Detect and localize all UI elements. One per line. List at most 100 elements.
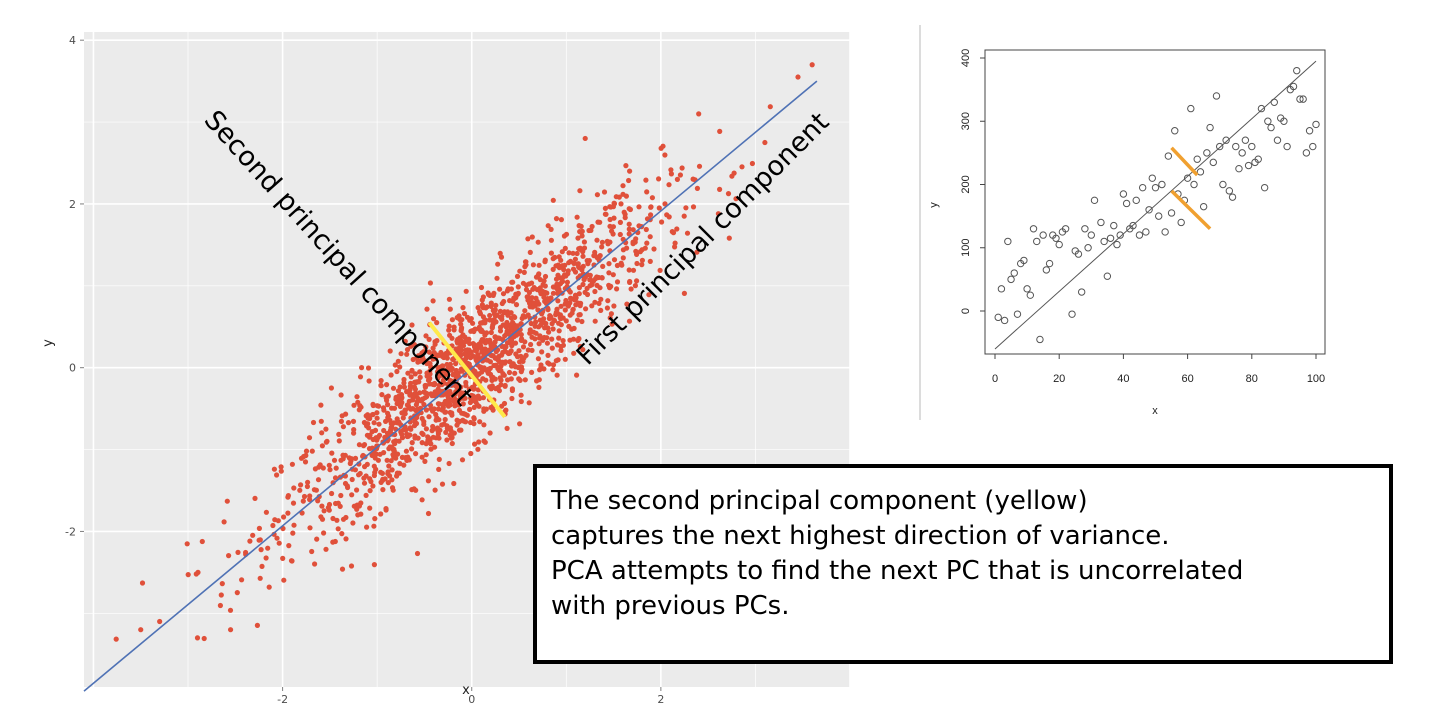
data-point (564, 279, 571, 285)
regression-line (994, 60, 1317, 350)
data-point (394, 416, 400, 422)
data-point (475, 305, 481, 311)
data-point (570, 250, 576, 256)
data-point (529, 234, 535, 240)
data-point (496, 388, 502, 394)
data-point (529, 347, 535, 353)
data-point (399, 435, 406, 441)
data-point (250, 532, 256, 538)
data-point (644, 189, 650, 195)
data-point (681, 213, 687, 219)
data-point (536, 341, 542, 347)
data-point (310, 419, 317, 426)
data-point (194, 635, 201, 641)
data-point (430, 298, 436, 304)
data-point (421, 421, 427, 427)
data-point (527, 330, 533, 336)
data-point (500, 359, 506, 365)
data-point (184, 541, 190, 547)
data-point (492, 334, 498, 340)
data-point (462, 395, 468, 401)
data-point (1013, 310, 1022, 318)
data-point (1187, 104, 1195, 113)
data-point (422, 458, 428, 464)
data-point (681, 290, 688, 296)
data-point (403, 448, 409, 454)
data-point (352, 467, 358, 473)
data-point (342, 480, 349, 487)
data-point (404, 347, 411, 353)
data-point (459, 457, 466, 463)
data-point (326, 462, 332, 468)
data-point (504, 425, 510, 431)
data-point (523, 352, 529, 358)
data-point (357, 470, 363, 477)
data-point (526, 400, 532, 406)
data-point (318, 514, 324, 520)
data-point (579, 233, 585, 239)
data-point (566, 260, 572, 266)
data-point (441, 354, 447, 361)
data-point (486, 291, 492, 298)
data-point (552, 254, 558, 260)
data-point (454, 338, 460, 344)
data-point (1212, 92, 1221, 100)
data-points (113, 62, 815, 642)
data-point (505, 350, 511, 356)
data-point (432, 487, 438, 493)
data-point (305, 479, 311, 485)
data-point (447, 425, 453, 431)
data-point (263, 555, 269, 561)
data-point (1023, 285, 1031, 293)
data-point (576, 312, 582, 318)
data-point (385, 480, 391, 486)
data-point (423, 426, 429, 432)
data-point (555, 284, 561, 290)
data-point (487, 312, 493, 319)
data-point (576, 223, 582, 229)
regression-scatter-chart: 0 20 40 60 80 100 0 100 200 300 400 x y (919, 25, 1326, 420)
data-point (518, 332, 524, 338)
data-point (666, 214, 672, 220)
data-point (311, 487, 317, 493)
data-point (409, 446, 415, 452)
data-point (605, 298, 611, 304)
data-point (484, 368, 490, 374)
data-point (423, 333, 429, 339)
data-point (270, 522, 276, 529)
data-point (513, 351, 519, 357)
data-point (419, 454, 425, 460)
data-point (338, 492, 344, 499)
data-point (340, 424, 346, 430)
data-point (529, 369, 535, 375)
caption-line: captures the next highest direction of v… (551, 521, 1170, 551)
data-point (542, 325, 548, 331)
data-point (289, 461, 295, 467)
data-point (597, 219, 603, 225)
data-point (457, 393, 463, 399)
data-point (562, 356, 568, 362)
data-point (1077, 288, 1086, 296)
data-point (1280, 117, 1288, 125)
data-point (395, 451, 401, 457)
data-point (537, 277, 543, 283)
data-point (1113, 240, 1121, 249)
data-point (247, 538, 253, 544)
data-point (399, 395, 405, 401)
data-point (467, 406, 473, 412)
data-point (453, 361, 459, 367)
data-point (263, 509, 269, 515)
data-point (425, 437, 431, 443)
data-point (444, 361, 450, 368)
data-point (726, 235, 732, 241)
data-point (602, 205, 609, 211)
data-point (473, 399, 479, 405)
data-point (501, 298, 507, 305)
data-point (462, 411, 468, 417)
data-point (381, 407, 387, 413)
data-point (617, 231, 623, 238)
x-tick-label: 80 (1246, 373, 1258, 385)
data-point (479, 302, 485, 308)
data-point (1190, 180, 1198, 189)
data-point (575, 261, 581, 267)
